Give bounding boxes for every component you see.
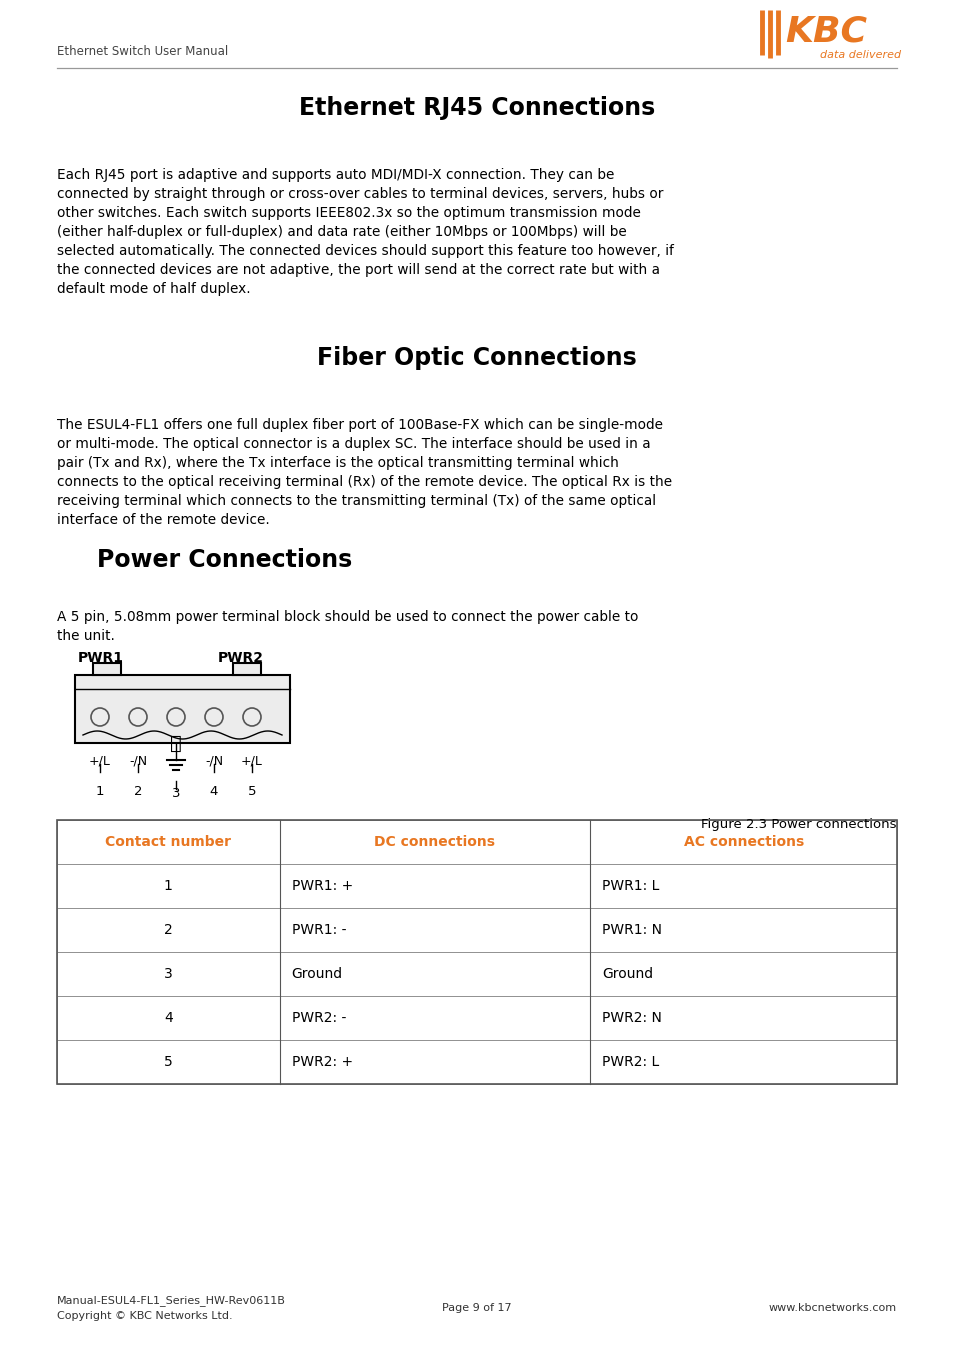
Text: PWR2: -: PWR2: - (292, 1011, 346, 1025)
Text: PWR2: L: PWR2: L (601, 1054, 659, 1069)
Text: receiving terminal which connects to the transmitting terminal (Tx) of the same : receiving terminal which connects to the… (57, 494, 656, 508)
Text: the unit.: the unit. (57, 629, 114, 643)
Text: PWR1: +: PWR1: + (292, 879, 353, 892)
Text: Fiber Optic Connections: Fiber Optic Connections (316, 346, 637, 370)
Text: www.kbcnetworks.com: www.kbcnetworks.com (768, 1303, 896, 1314)
Text: PWR1: -: PWR1: - (292, 923, 346, 937)
Text: PWR2: PWR2 (218, 651, 264, 666)
Text: PWR1: N: PWR1: N (601, 923, 661, 937)
Text: PWR1: L: PWR1: L (601, 879, 659, 892)
Text: PWR2: N: PWR2: N (601, 1011, 661, 1025)
Text: or multi-mode. The optical connector is a duplex SC. The interface should be use: or multi-mode. The optical connector is … (57, 437, 650, 451)
Text: 3: 3 (172, 787, 180, 801)
Bar (57, 864, 896, 909)
Text: (either half-duplex or full-duplex) and data rate (either 10Mbps or 100Mbps) wil: (either half-duplex or full-duplex) and … (57, 225, 626, 239)
Text: Ground: Ground (601, 967, 653, 981)
Bar (92, 663, 121, 675)
Text: connected by straight through or cross-over cables to terminal devices, servers,: connected by straight through or cross-o… (57, 188, 662, 201)
Text: 3: 3 (164, 967, 172, 981)
Text: -/N: -/N (205, 755, 223, 768)
Text: 4: 4 (164, 1011, 172, 1025)
Text: 4: 4 (210, 784, 218, 798)
Text: the connected devices are not adaptive, the port will send at the correct rate b: the connected devices are not adaptive, … (57, 263, 659, 277)
Bar (57, 819, 896, 1084)
Text: Manual-ESUL4-FL1_Series_HW-Rev0611B: Manual-ESUL4-FL1_Series_HW-Rev0611B (57, 1295, 286, 1305)
Text: A 5 pin, 5.08mm power terminal block should be used to connect the power cable t: A 5 pin, 5.08mm power terminal block sho… (57, 610, 638, 624)
Text: Contact number: Contact number (105, 836, 231, 849)
Text: DC connections: DC connections (375, 836, 495, 849)
Bar (57, 952, 896, 996)
Text: 2: 2 (133, 784, 142, 798)
Text: -/N: -/N (129, 755, 147, 768)
Text: other switches. Each switch supports IEEE802.3x so the optimum transmission mode: other switches. Each switch supports IEE… (57, 207, 640, 220)
Text: +/L: +/L (89, 755, 111, 768)
Text: pair (Tx and Rx), where the Tx interface is the optical transmitting terminal wh: pair (Tx and Rx), where the Tx interface… (57, 456, 618, 470)
Text: Ethernet RJ45 Connections: Ethernet RJ45 Connections (298, 96, 655, 120)
Text: PWR1: PWR1 (78, 651, 124, 666)
Text: 2: 2 (164, 923, 172, 937)
Text: 1: 1 (164, 879, 172, 892)
Bar (75, 675, 290, 742)
Text: 1: 1 (95, 784, 104, 798)
Text: ⏚: ⏚ (170, 734, 182, 753)
Text: Ethernet Switch User Manual: Ethernet Switch User Manual (57, 45, 228, 58)
Bar (57, 909, 896, 952)
Bar (57, 996, 896, 1040)
Text: interface of the remote device.: interface of the remote device. (57, 513, 270, 526)
Text: +/L: +/L (241, 755, 263, 768)
Text: connects to the optical receiving terminal (Rx) of the remote device. The optica: connects to the optical receiving termin… (57, 475, 672, 489)
Text: Each RJ45 port is adaptive and supports auto MDI/MDI-X connection. They can be: Each RJ45 port is adaptive and supports … (57, 167, 614, 182)
Text: default mode of half duplex.: default mode of half duplex. (57, 282, 251, 296)
Text: Figure 2.3 Power connections: Figure 2.3 Power connections (700, 818, 896, 832)
Text: PWR2: +: PWR2: + (292, 1054, 353, 1069)
Text: Ground: Ground (292, 967, 342, 981)
Text: 5: 5 (164, 1054, 172, 1069)
Bar (57, 1040, 896, 1084)
Text: AC connections: AC connections (683, 836, 803, 849)
Text: 5: 5 (248, 784, 256, 798)
Text: The ESUL4-FL1 offers one full duplex fiber port of 100Base-FX which can be singl: The ESUL4-FL1 offers one full duplex fib… (57, 418, 662, 432)
Bar (57, 819, 896, 864)
Bar (233, 663, 261, 675)
Text: Power Connections: Power Connections (97, 548, 352, 572)
Text: Page 9 of 17: Page 9 of 17 (442, 1303, 511, 1314)
Text: data delivered: data delivered (820, 50, 901, 59)
Text: KBC: KBC (784, 14, 866, 49)
Text: Copyright © KBC Networks Ltd.: Copyright © KBC Networks Ltd. (57, 1311, 233, 1322)
Text: selected automatically. The connected devices should support this feature too ho: selected automatically. The connected de… (57, 244, 673, 258)
